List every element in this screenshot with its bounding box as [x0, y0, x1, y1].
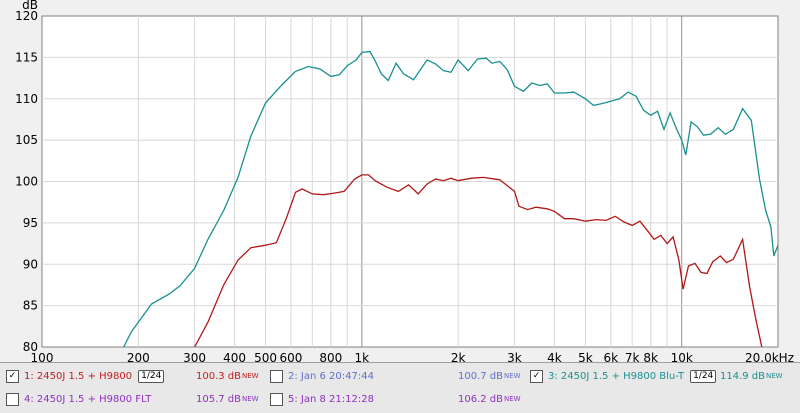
y-tick-label: 100 — [15, 175, 38, 189]
legend-item-3-label: 3: 2450J 1.5 + H9800 Blu-T — [548, 370, 685, 382]
x-tick-label: 10k — [671, 351, 693, 362]
new-tag: NEW — [242, 372, 259, 380]
checkbox-icon[interactable] — [6, 392, 19, 406]
value-text: 106.2 dB — [458, 393, 504, 405]
series-line-2 — [194, 174, 763, 347]
x-tick-label: 2k — [451, 351, 466, 362]
x-tick-label: 600 — [279, 351, 302, 362]
x-tick-label: 20.0kHz — [745, 351, 794, 362]
x-tick-label: 1k — [355, 351, 370, 362]
legend-item-5-label: 5: Jan 8 21:12:28 — [288, 393, 374, 405]
y-tick-label: 85 — [23, 299, 38, 313]
legend-item-4[interactable]: 4: 2450J 1.5 + H9800 FLT — [6, 391, 151, 407]
legend-item-2[interactable]: 2: Jan 6 20:47:44 — [270, 368, 374, 384]
new-tag: NEW — [766, 372, 783, 380]
x-tick-label: 4k — [547, 351, 562, 362]
value-text: 100.7 dB — [458, 370, 504, 382]
x-tick-label: 6k — [603, 351, 618, 362]
legend-item-3-value: 114.9 dB NEW — [720, 368, 783, 384]
y-tick-label: 110 — [15, 92, 38, 106]
y-tick-label: 105 — [15, 133, 38, 147]
value-text: 114.9 dB — [720, 370, 766, 382]
x-tick-label: 200 — [127, 351, 150, 362]
legend-item-1-value: 100.3 dB NEW — [196, 368, 259, 384]
legend-item-1[interactable]: ✓ 1: 2450J 1.5 + H9800 1/24 — [6, 368, 165, 384]
legend-panel: ✓ 1: 2450J 1.5 + H9800 1/24 100.3 dB NEW … — [0, 362, 800, 413]
value-text: 100.3 dB — [196, 370, 242, 382]
x-tick-label: 400 — [223, 351, 246, 362]
legend-item-5-value: 106.2 dB NEW — [458, 391, 521, 407]
y-tick-label: 90 — [23, 257, 38, 271]
legend-item-1-label: 1: 2450J 1.5 + H9800 — [24, 370, 133, 382]
smoothing-box[interactable]: 1/24 — [138, 369, 165, 383]
plot-area[interactable]: 80 85 90 95 100 105 110 115 120 dB 100 200 300 400 500… — [0, 0, 800, 365]
legend-row-2: 4: 2450J 1.5 + H9800 FLT 105.7 dB NEW 5: … — [0, 388, 800, 410]
legend-item-5[interactable]: 5: Jan 8 21:12:28 — [270, 391, 374, 407]
x-tick-label: 7k — [625, 351, 640, 362]
legend-row-1: ✓ 1: 2450J 1.5 + H9800 1/24 100.3 dB NEW … — [0, 365, 800, 387]
checkbox-icon[interactable] — [270, 392, 283, 406]
x-tick-label: 500 — [254, 351, 277, 362]
value-text: 105.7 dB — [196, 393, 242, 405]
series-line-1 — [123, 50, 778, 347]
x-tick-label: 800 — [319, 351, 342, 362]
y-tick-label: 120 — [15, 9, 38, 23]
checkbox-icon[interactable]: ✓ — [6, 369, 19, 383]
new-tag: NEW — [504, 395, 521, 403]
legend-item-4-label: 4: 2450J 1.5 + H9800 FLT — [24, 393, 152, 405]
x-tick-label: 100 — [31, 351, 54, 362]
new-tag: NEW — [504, 372, 521, 380]
x-tick-label: 3k — [507, 351, 522, 362]
legend-item-2-value: 100.7 dB NEW — [458, 368, 521, 384]
y-axis-label: dB — [22, 0, 38, 12]
x-tick-label: 5k — [578, 351, 593, 362]
x-tick-label: 300 — [183, 351, 206, 362]
checkbox-icon[interactable]: ✓ — [530, 369, 543, 383]
checkbox-icon[interactable] — [270, 369, 283, 383]
legend-item-4-value: 105.7 dB NEW — [196, 391, 259, 407]
smoothing-box[interactable]: 1/24 — [690, 369, 717, 383]
x-tick-label: 8k — [643, 351, 658, 362]
legend-item-2-label: 2: Jan 6 20:47:44 — [288, 370, 374, 382]
y-tick-label: 80 — [23, 340, 38, 354]
new-tag: NEW — [242, 395, 259, 403]
legend-item-3[interactable]: ✓ 3: 2450J 1.5 + H9800 Blu-T 1/24 — [530, 368, 717, 384]
y-tick-label: 95 — [23, 216, 38, 230]
y-tick-label: 115 — [15, 50, 38, 64]
